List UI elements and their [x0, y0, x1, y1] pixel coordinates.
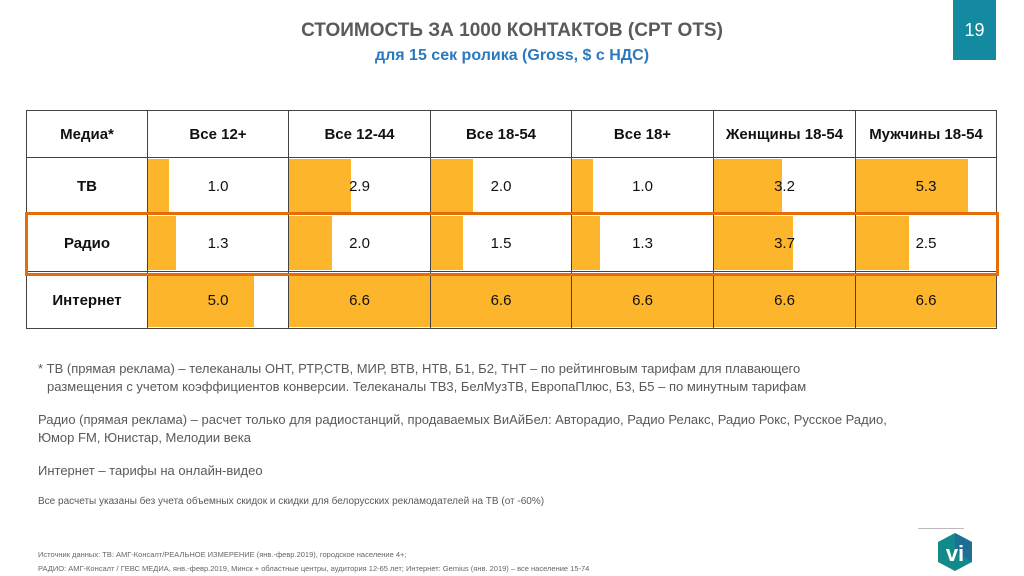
value-cell: 2.5	[855, 214, 997, 272]
value-cell: 2.9	[288, 157, 431, 215]
value-label: 1.0	[632, 177, 653, 195]
media-label: ТВ	[26, 157, 148, 215]
value-label: 2.0	[490, 177, 512, 195]
value-bar	[289, 159, 351, 213]
value-cell: 6.6	[571, 271, 714, 329]
source-text: Источник данных: ТВ: АМГ-Консалт/РЕАЛЬНО…	[38, 548, 589, 576]
note-disclaimer: Все расчеты указаны без учета объемных с…	[38, 496, 545, 507]
column-header: Все 12+	[147, 110, 289, 158]
note-radio-1: Радио (прямая реклама) – расчет только д…	[38, 412, 887, 427]
value-bar	[431, 216, 463, 270]
value-label: 3.2	[774, 177, 795, 195]
value-bar	[148, 159, 170, 213]
footnotes: * ТВ (прямая реклама) – телеканалы ОНТ, …	[38, 360, 998, 526]
value-cell: 2.0	[430, 157, 572, 215]
table-header-row: Медиа* Все 12+ Все 12-44 Все 18-54 Все 18+ Же…	[26, 110, 997, 158]
value-cell: 6.6	[288, 271, 431, 329]
vi-logo-icon: vi	[938, 533, 972, 571]
media-label: Интернет	[26, 271, 148, 329]
slide-subtitle: для 15 сек ролика (Gross, $ с НДС)	[374, 47, 650, 64]
value-bar	[148, 216, 176, 270]
table-row: Интернет 5.0 6.6 6.6 6.6 6.6 6.6	[26, 271, 997, 329]
value-label: 6.6	[915, 291, 937, 309]
column-header: Все 12-44	[288, 110, 431, 158]
value-bar	[572, 273, 713, 327]
value-cell: 3.7	[713, 214, 856, 272]
note-tv-1: * ТВ (прямая реклама) – телеканалы ОНТ, …	[38, 361, 801, 376]
value-cell: 2.0	[288, 214, 431, 272]
value-bar	[856, 273, 996, 327]
value-label: 6.6	[349, 291, 370, 309]
value-label: 2.0	[349, 234, 370, 252]
value-bar	[714, 273, 855, 327]
value-bar	[572, 159, 594, 213]
value-cell: 5.3	[855, 157, 997, 215]
svg-text:vi: vi	[946, 541, 964, 566]
value-cell: 6.6	[713, 271, 856, 329]
value-label: 2.9	[349, 177, 370, 195]
divider	[918, 528, 964, 529]
slide-title: СТОИМОСТЬ ЗА 1000 КОНТАКТОВ (CPT OTS)	[301, 20, 723, 41]
page-number: 19	[953, 0, 996, 60]
value-label: 1.5	[490, 234, 512, 252]
source-line-2: РАДИО: АМГ-Консалт / ГЕВС МЕДИА, янв.-фе…	[38, 564, 590, 573]
value-cell: 1.3	[147, 214, 289, 272]
value-label: 2.5	[915, 234, 937, 252]
value-bar	[148, 273, 255, 327]
value-cell: 1.5	[430, 214, 572, 272]
note-tv-2: размещения с учетом коэффициентов конвер…	[47, 379, 807, 394]
value-bar	[856, 159, 969, 213]
value-bar	[714, 216, 794, 270]
value-cell: 3.2	[713, 157, 856, 215]
value-label: 6.6	[774, 291, 795, 309]
value-label: 5.3	[915, 177, 937, 195]
value-label: 6.6	[632, 291, 653, 309]
table-row: Радио 1.3 2.0 1.5 1.3 3.7 2.5	[26, 214, 997, 272]
column-header: Все 18-54	[430, 110, 572, 158]
value-cell: 1.0	[571, 157, 714, 215]
value-label: 6.6	[490, 291, 512, 309]
value-bar	[289, 216, 332, 270]
value-cell: 1.0	[147, 157, 289, 215]
value-label: 1.0	[207, 177, 229, 195]
value-cell: 1.3	[571, 214, 714, 272]
note-radio-2: Юмор FM, Юнистар, Мелодии века	[38, 430, 251, 445]
value-label: 1.3	[207, 234, 229, 252]
value-bar	[289, 273, 430, 327]
value-cell: 6.6	[430, 271, 572, 329]
value-bar	[714, 159, 783, 213]
cpt-table: Медиа* Все 12+ Все 12-44 Все 18-54 Все 18+ Же…	[26, 110, 997, 329]
note-internet: Интернет – тарифы на онлайн-видео	[38, 463, 263, 478]
column-header: Мужчины 18-54	[855, 110, 997, 158]
media-label: Радио	[26, 214, 148, 272]
value-label: 1.3	[632, 234, 653, 252]
value-cell: 6.6	[855, 271, 997, 329]
column-header: Медиа*	[26, 110, 148, 158]
value-cell: 5.0	[147, 271, 289, 329]
value-bar	[572, 216, 600, 270]
value-bar	[431, 273, 571, 327]
column-header: Все 18+	[571, 110, 714, 158]
table-row: ТВ 1.0 2.9 2.0 1.0 3.2 5.3	[26, 157, 997, 215]
value-bar	[431, 159, 474, 213]
source-line-1: Источник данных: ТВ: АМГ-Консалт/РЕАЛЬНО…	[38, 550, 407, 559]
value-label: 3.7	[774, 234, 795, 252]
column-header: Женщины 18-54	[713, 110, 856, 158]
value-bar	[856, 216, 910, 270]
value-label: 5.0	[207, 291, 229, 309]
